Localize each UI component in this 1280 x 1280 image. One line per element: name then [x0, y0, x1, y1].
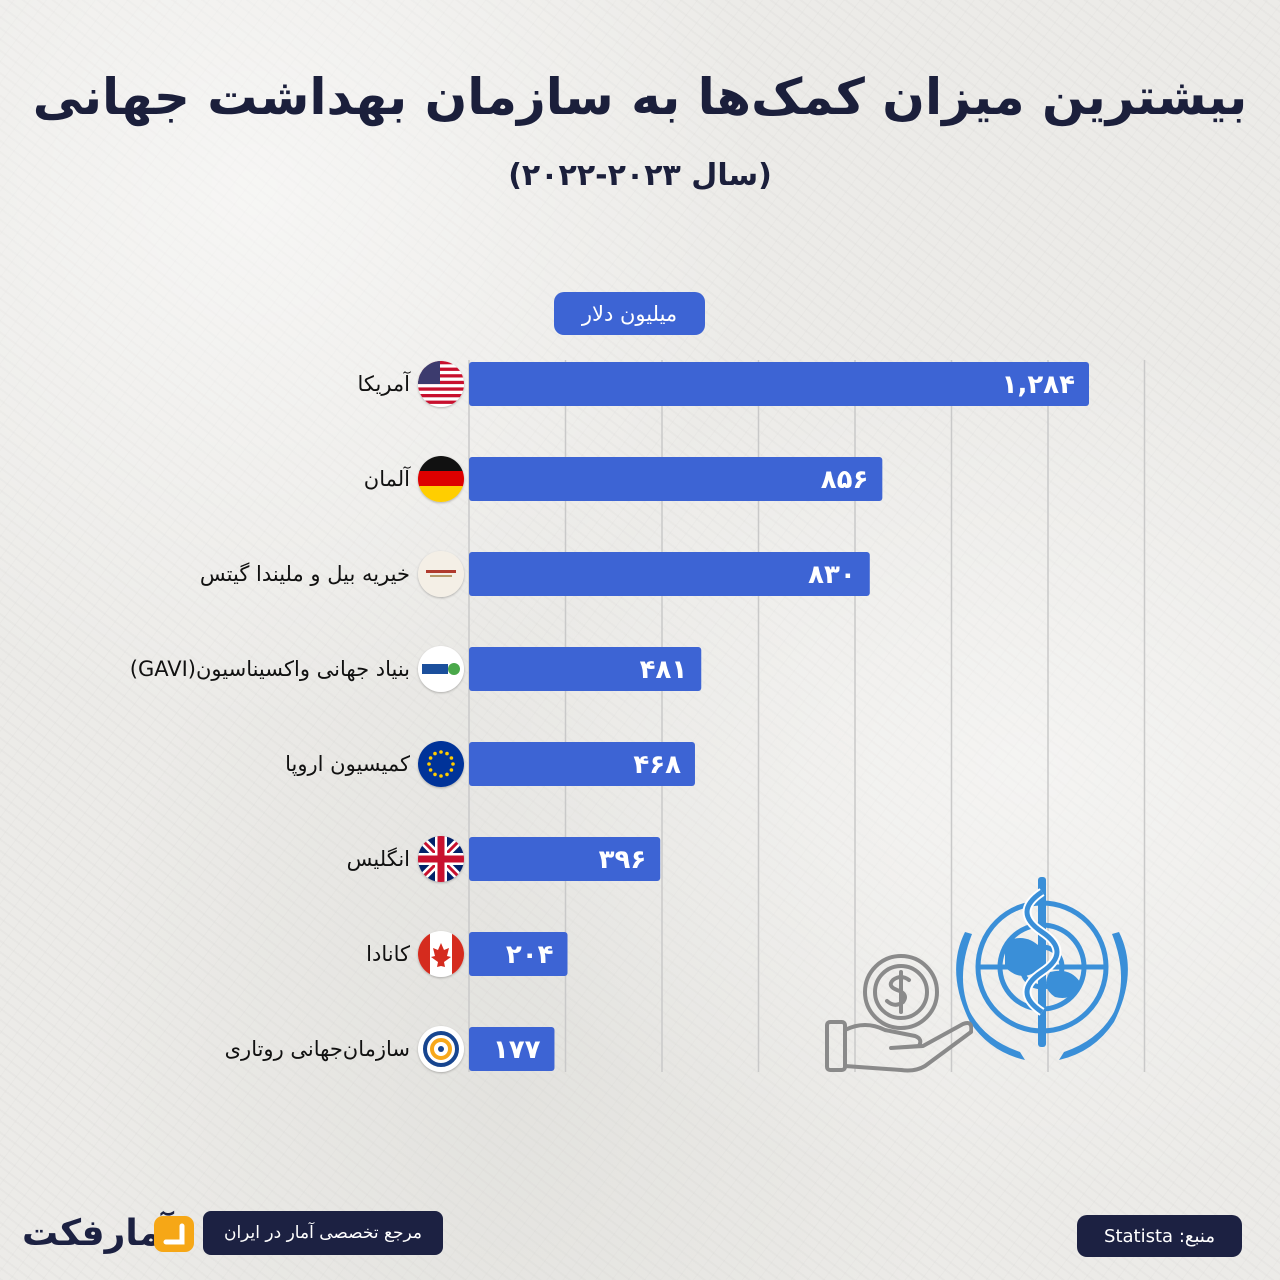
eu-flag-icon	[418, 741, 464, 787]
category-label: بنیاد جهانی واکسیناسیون(GAVI)	[129, 657, 410, 681]
category-label: آمریکا	[357, 372, 410, 396]
category-label: کانادا	[366, 942, 410, 966]
category-label: خیریه بیل و ملیندا گیتس	[199, 562, 410, 586]
gates-foundation-logo-icon	[418, 551, 464, 597]
who-emblem-icon	[956, 877, 1128, 1060]
brand-logo: آمارفکت	[22, 1212, 198, 1256]
category-label: انگلیس	[346, 847, 410, 871]
category-label: کمیسیون اروپا	[285, 752, 410, 776]
brand-tagline: مرجع تخصصی آمار در ایران	[203, 1211, 443, 1255]
brand-mark-icon	[154, 1216, 194, 1252]
category-label: آلمان	[363, 467, 410, 491]
us-flag-icon	[418, 361, 464, 407]
money-hand-icon	[825, 954, 973, 1073]
unit-label: میلیون دلار	[554, 292, 705, 335]
canada-flag-icon	[418, 931, 464, 977]
source-badge: منبع: Statista	[1077, 1215, 1242, 1257]
germany-flag-icon	[418, 456, 464, 502]
gavi-logo-icon	[418, 646, 464, 692]
page-subtitle: (سال ۲۰۲۳-۲۰۲۲)	[508, 158, 772, 193]
uk-flag-icon	[418, 836, 464, 882]
page-title: بیشترین میزان کمک‌ها به سازمان بهداشت جه…	[32, 68, 1248, 126]
brand-name: آمارفکت	[22, 1213, 174, 1254]
rotary-logo-icon	[418, 1026, 464, 1072]
category-label: سازمان‌جهانی روتاری	[224, 1037, 410, 1061]
